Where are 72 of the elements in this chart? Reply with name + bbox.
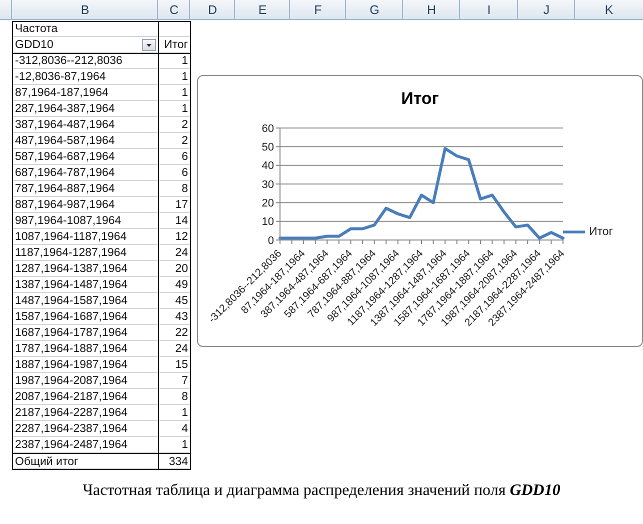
data-label: 4	[158, 421, 190, 437]
category-label: 987,1964-1087,1964	[15, 215, 122, 227]
data-label: 1	[158, 437, 190, 453]
category-label: -312,8036--212,8036	[15, 55, 122, 67]
category-label: 787,1964-887,1964	[15, 183, 115, 195]
data-label: 17	[158, 197, 190, 213]
data-label: 1	[158, 405, 190, 421]
y-tick-label: 30	[262, 178, 274, 191]
data-label: 12	[158, 229, 190, 245]
data-label: 45	[158, 293, 190, 309]
category-label: 1787,1964-1887,1964	[15, 343, 128, 355]
data-label: 24	[158, 341, 190, 357]
category-label: 2287,1964-2387,1964	[15, 423, 128, 435]
text: Частотная таблица и диаграмма распределения значений поля GDD10	[82, 482, 560, 499]
text: F	[314, 3, 322, 17]
data-label: 1	[158, 53, 190, 69]
text: Общий итог	[15, 456, 78, 468]
y-tick-label: 50	[262, 142, 274, 154]
text: K	[604, 3, 614, 17]
category-label: 687,1964-787,1964	[15, 167, 115, 179]
text: H	[426, 3, 436, 17]
data-label: 20	[158, 261, 190, 277]
y-tick-label: 0	[268, 234, 274, 247]
text: E	[258, 3, 267, 17]
category-label: 1887,1964-1987,1964	[15, 359, 128, 371]
data-label: 49	[158, 277, 190, 293]
text: 334	[168, 456, 188, 468]
data-label: 8	[158, 181, 190, 197]
data-label: 8	[158, 389, 190, 405]
y-tick-label: 60	[262, 122, 274, 135]
data-label: 2	[158, 117, 190, 133]
category-label: -12,8036-87,1964	[15, 71, 106, 83]
data-label: 24	[158, 245, 190, 261]
legend-label: Итог	[589, 226, 613, 238]
text: D	[208, 3, 218, 17]
category-label: 387,1964-487,1964	[15, 119, 115, 131]
chart-title: Итог	[401, 89, 439, 108]
category-label: 2387,1964-2487,1964	[15, 439, 128, 451]
category-label: 587,1964-687,1964	[15, 151, 115, 163]
text: Итог	[164, 39, 188, 51]
text: GDD10	[15, 39, 54, 51]
category-label: 1687,1964-1787,1964	[15, 327, 128, 339]
data-label: 6	[158, 165, 190, 181]
text: Частота	[15, 23, 58, 35]
category-label: 2187,1964-2287,1964	[15, 407, 128, 419]
y-tick-label: 40	[262, 160, 274, 172]
category-label: 287,1964-387,1964	[15, 103, 115, 115]
data-label: 1	[158, 101, 190, 117]
category-label: 487,1964-587,1964	[15, 135, 115, 147]
text: I	[487, 3, 491, 17]
category-label: 1087,1964-1187,1964	[15, 231, 127, 243]
text: J	[543, 3, 550, 17]
data-label: 1	[158, 85, 190, 101]
data-label: 22	[158, 325, 190, 341]
text: C	[169, 3, 179, 17]
text: B	[80, 3, 90, 17]
category-label: 87,1964-187,1964	[15, 87, 108, 99]
category-label: 887,1964-987,1964	[15, 199, 115, 211]
data-label: 6	[158, 149, 190, 165]
y-tick-label: 10	[262, 216, 274, 228]
data-label: 1	[158, 69, 190, 85]
data-label: 7	[158, 373, 190, 389]
category-label: 2087,1964-2187,1964	[15, 391, 128, 403]
data-label: 2	[158, 133, 190, 149]
category-label: 1987,1964-2087,1964	[15, 375, 128, 387]
data-label: 14	[158, 213, 190, 229]
text: G	[370, 3, 380, 17]
y-tick-label: 20	[262, 198, 274, 210]
data-label: 43	[158, 309, 190, 325]
category-label: 1287,1964-1387,1964	[15, 263, 128, 275]
category-label: 1487,1964-1587,1964	[15, 295, 128, 307]
data-label: 15	[158, 357, 190, 373]
